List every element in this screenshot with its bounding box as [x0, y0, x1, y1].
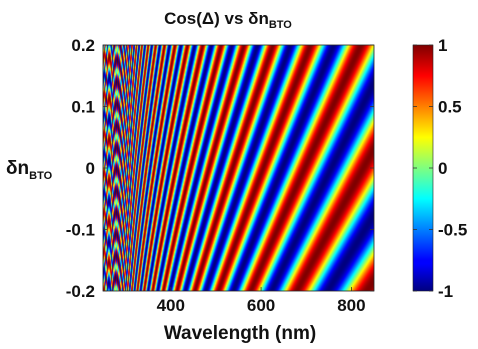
y-tick-label: 0.1: [71, 98, 95, 117]
colorbar-tick-label: 1: [438, 36, 447, 55]
colorbar-tick-label: -1: [438, 282, 453, 301]
heatmap-plot-area: [103, 45, 374, 291]
colorbar-tick-label: 0.5: [438, 98, 462, 117]
y-tick-label: 0.2: [71, 36, 95, 55]
x-axis-ticks: 400 600 800: [157, 287, 366, 315]
x-axis-label: Wavelength (nm): [164, 323, 316, 344]
chart-title: Cos(Δ) vs δnBTO: [164, 9, 292, 31]
y-tick-label: -0.1: [66, 221, 95, 240]
y-axis-label: δnBTO: [6, 158, 53, 182]
y-tick-label: 0: [86, 159, 95, 178]
x-tick-label: 600: [247, 296, 275, 315]
colorbar-ticks: 1 0.5 0 -0.5 -1: [413, 36, 467, 301]
x-tick-label: 800: [337, 296, 365, 315]
heatmap-canvas: [103, 45, 374, 291]
y-tick-label: -0.2: [66, 282, 95, 301]
colorbar-tick-label: -0.5: [438, 221, 467, 240]
colorbar-tick-label: 0: [438, 159, 447, 178]
x-tick-label: 400: [157, 296, 185, 315]
y-axis-ticks: 0.2 0.1 0 -0.1 -0.2: [66, 36, 374, 301]
